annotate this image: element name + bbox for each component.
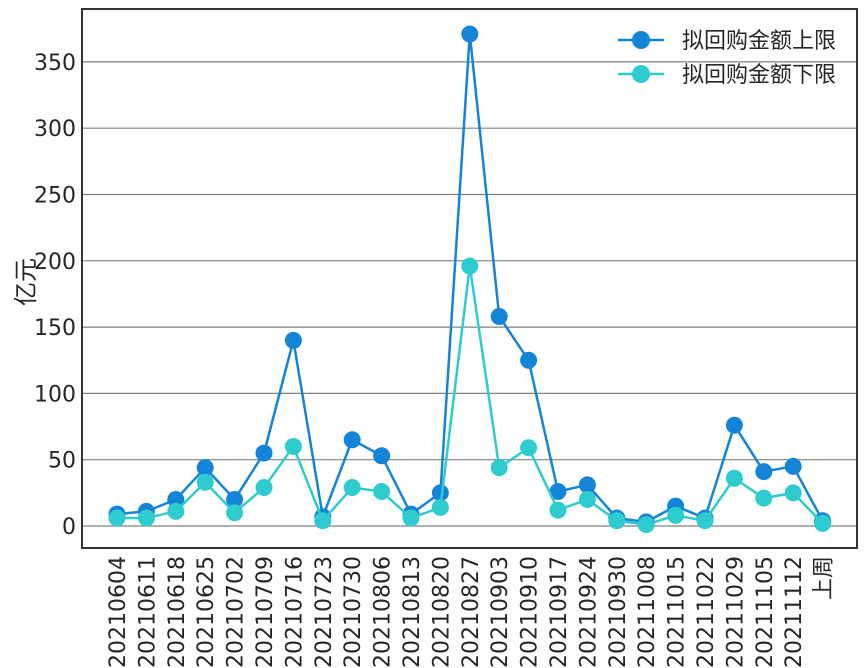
- y-tick-label: 50: [48, 449, 76, 474]
- data-point-marker: [549, 501, 567, 519]
- data-point-marker: [461, 25, 479, 43]
- data-point-marker: [255, 444, 273, 462]
- data-point-marker: [167, 502, 185, 520]
- data-point-marker: [284, 331, 302, 349]
- x-tick-label: 20210611: [135, 556, 160, 668]
- legend-marker-upper-icon: [632, 31, 650, 49]
- x-tick-label: 20210618: [165, 556, 190, 668]
- legend-marker-lower-icon: [632, 65, 650, 83]
- y-axis-label: 亿元: [12, 258, 40, 306]
- x-tick-label: 20210716: [282, 556, 307, 668]
- data-point-marker: [373, 483, 391, 501]
- data-point-marker: [226, 490, 244, 508]
- data-point-marker: [196, 473, 214, 491]
- x-tick-label: 20211105: [753, 556, 778, 668]
- x-tick-label: 20210820: [429, 556, 454, 668]
- data-point-marker: [314, 512, 332, 530]
- data-point-marker: [755, 489, 773, 507]
- data-point-marker: [667, 506, 685, 524]
- x-tick-label: 20210806: [371, 556, 396, 668]
- x-tick-label: 上周: [812, 556, 837, 600]
- series-lower: [108, 257, 832, 534]
- data-point-marker: [725, 469, 743, 487]
- x-tick-label: 20210709: [253, 556, 278, 668]
- data-point-marker: [755, 463, 773, 481]
- data-point-marker: [137, 509, 155, 527]
- data-point-marker: [520, 439, 538, 457]
- data-point-marker: [490, 459, 508, 477]
- x-tick-label: 20211015: [665, 556, 690, 668]
- data-point-marker: [637, 516, 655, 534]
- data-point-marker: [226, 504, 244, 522]
- x-tick-label: 20210903: [488, 556, 513, 668]
- x-tick-label: 20210917: [547, 556, 572, 668]
- data-point-marker: [696, 512, 714, 530]
- data-point-marker: [373, 447, 391, 465]
- x-tick-label: 20210730: [341, 556, 366, 668]
- x-axis-ticks: 20210604 20210611 20210618 20210625 20210702…: [106, 556, 837, 668]
- data-point-marker: [608, 512, 626, 530]
- legend: 拟回购金额上限 拟回购金额下限: [618, 29, 836, 88]
- x-tick-label: 20210813: [400, 556, 425, 668]
- x-tick-label: 20210930: [606, 556, 631, 668]
- x-tick-label: 20210604: [106, 556, 131, 668]
- legend-label-upper: 拟回购金额上限: [682, 29, 836, 54]
- y-tick-label: 350: [34, 51, 76, 76]
- data-point-marker: [343, 479, 361, 497]
- y-axis-ticks: 0 50 100 150 200 250 300 350: [34, 51, 76, 540]
- legend-label-lower: 拟回购金额下限: [682, 63, 836, 88]
- data-point-marker: [549, 483, 567, 501]
- data-point-marker: [784, 484, 802, 502]
- legend-item-upper: 拟回购金额上限: [618, 29, 836, 54]
- series-line: [116, 33, 824, 524]
- data-point-marker: [431, 484, 449, 502]
- data-point-marker: [578, 476, 596, 494]
- data-point-marker: [284, 437, 302, 455]
- series-upper: [108, 25, 832, 531]
- data-point-marker: [255, 479, 273, 497]
- y-tick-label: 100: [34, 382, 76, 407]
- y-tick-label: 200: [34, 250, 76, 275]
- y-tick-label: 150: [34, 316, 76, 341]
- data-point-marker: [725, 416, 743, 434]
- data-point-marker: [784, 457, 802, 475]
- data-series: [108, 25, 832, 534]
- x-tick-label: 20211022: [694, 556, 719, 668]
- data-point-marker: [814, 514, 832, 532]
- data-point-marker: [490, 307, 508, 325]
- y-tick-label: 0: [62, 515, 76, 540]
- x-tick-label: 20211029: [723, 556, 748, 668]
- x-tick-label: 20210723: [312, 556, 337, 668]
- y-tick-label: 250: [34, 184, 76, 209]
- x-tick-label: 20211008: [635, 556, 660, 668]
- legend-item-lower: 拟回购金额下限: [618, 63, 836, 88]
- data-point-marker: [461, 257, 479, 275]
- data-point-marker: [578, 490, 596, 508]
- data-point-marker: [343, 431, 361, 449]
- plot-frame: [81, 8, 858, 549]
- x-tick-label: 20210924: [576, 556, 601, 668]
- data-point-marker: [167, 490, 185, 508]
- data-point-marker: [520, 351, 538, 369]
- x-tick-label: 20210625: [194, 556, 219, 668]
- data-point-marker: [402, 509, 420, 527]
- data-point-marker: [431, 498, 449, 516]
- x-tick-label: 20211112: [782, 556, 807, 668]
- x-tick-label: 20210702: [224, 556, 249, 668]
- y-gridlines: [82, 61, 857, 527]
- data-point-marker: [108, 509, 126, 527]
- x-tick-label: 20210910: [518, 556, 543, 668]
- data-point-marker: [196, 459, 214, 477]
- y-tick-label: 300: [34, 117, 76, 142]
- x-tick-label: 20210827: [459, 556, 484, 668]
